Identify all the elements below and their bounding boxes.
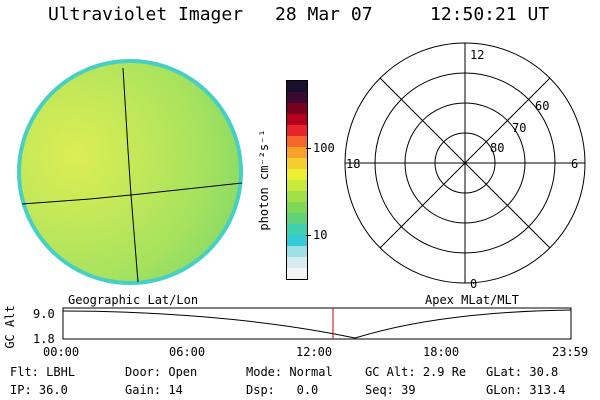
altitude-curve [62,309,572,339]
status-dsp: Dsp: 0.0 [246,383,319,397]
colorbar-swatch [287,268,307,279]
mlt-label-12: 12 [470,48,484,62]
colorbar-swatch [287,136,307,147]
status-gc-alt: GC Alt: 2.9 Re [365,365,467,379]
colorbar-swatch [287,246,307,257]
meridian-line [122,67,139,283]
time-tick-0000: 00:00 [43,345,80,359]
colorbar-swatch [287,81,307,92]
polar-diagonal-line [379,77,551,249]
status-ip: IP: 36.0 [10,383,68,397]
colorbar-tick-100: 100 [313,141,335,155]
colorbar-swatch [287,180,307,191]
status-flt: Flt: LBHL [10,365,76,379]
disk-emission [21,63,239,281]
colorbar [286,80,308,280]
instrument-title: Ultraviolet Imager [48,4,244,25]
status-mode: Mode: Normal [246,365,333,379]
apex-panel-label: Apex MLat/MLT [425,293,519,307]
colorbar-swatch [287,147,307,158]
time-tick-1200: 12:00 [296,345,333,359]
status-seq: Seq: 39 [365,383,416,397]
observation-date: 28 Mar 07 [275,4,373,25]
colorbar-swatch [287,202,307,213]
mlt-label-18: 18 [346,157,360,171]
colorbar-swatch [287,235,307,246]
altitude-tick-9: 9.0 [33,307,55,321]
time-tick-2359: 23:59 [552,345,589,359]
colorbar-swatch [287,224,307,235]
colorbar-swatch [287,213,307,224]
status-door: Door: Open [125,365,198,379]
time-tick-1800: 18:00 [423,345,460,359]
colorbar-swatch [287,257,307,268]
observation-time: 12:50:21 UT [430,4,550,25]
geographic-panel-label: Geographic Lat/Lon [68,293,199,307]
colorbar-tick-mark [306,148,311,149]
status-glat: GLat: 30.8 [486,365,559,379]
status-glon: GLon: 313.4 [486,383,566,397]
mlat-label-70: 70 [512,121,526,135]
mlt-label-0: 0 [470,277,477,291]
colorbar-swatch [287,191,307,202]
colorbar-swatch [287,158,307,169]
colorbar-swatch [287,103,307,114]
mlt-label-6: 6 [571,157,578,171]
colorbar-swatch [287,125,307,136]
colorbar-tick-10: 10 [313,228,328,242]
colorbar-swatch [287,169,307,180]
colorbar-swatch [287,92,307,103]
latitude-line [21,182,243,205]
altitude-frame [62,307,572,340]
status-gain: Gain: 14 [125,383,183,397]
mlat-label-60: 60 [535,99,549,113]
colorbar-swatch [287,114,307,125]
altitude-tick-1-8: 1.8 [33,332,55,346]
colorbar-tick-mark [306,235,311,236]
time-tick-0600: 06:00 [169,345,206,359]
mlat-label-80: 80 [490,141,504,155]
